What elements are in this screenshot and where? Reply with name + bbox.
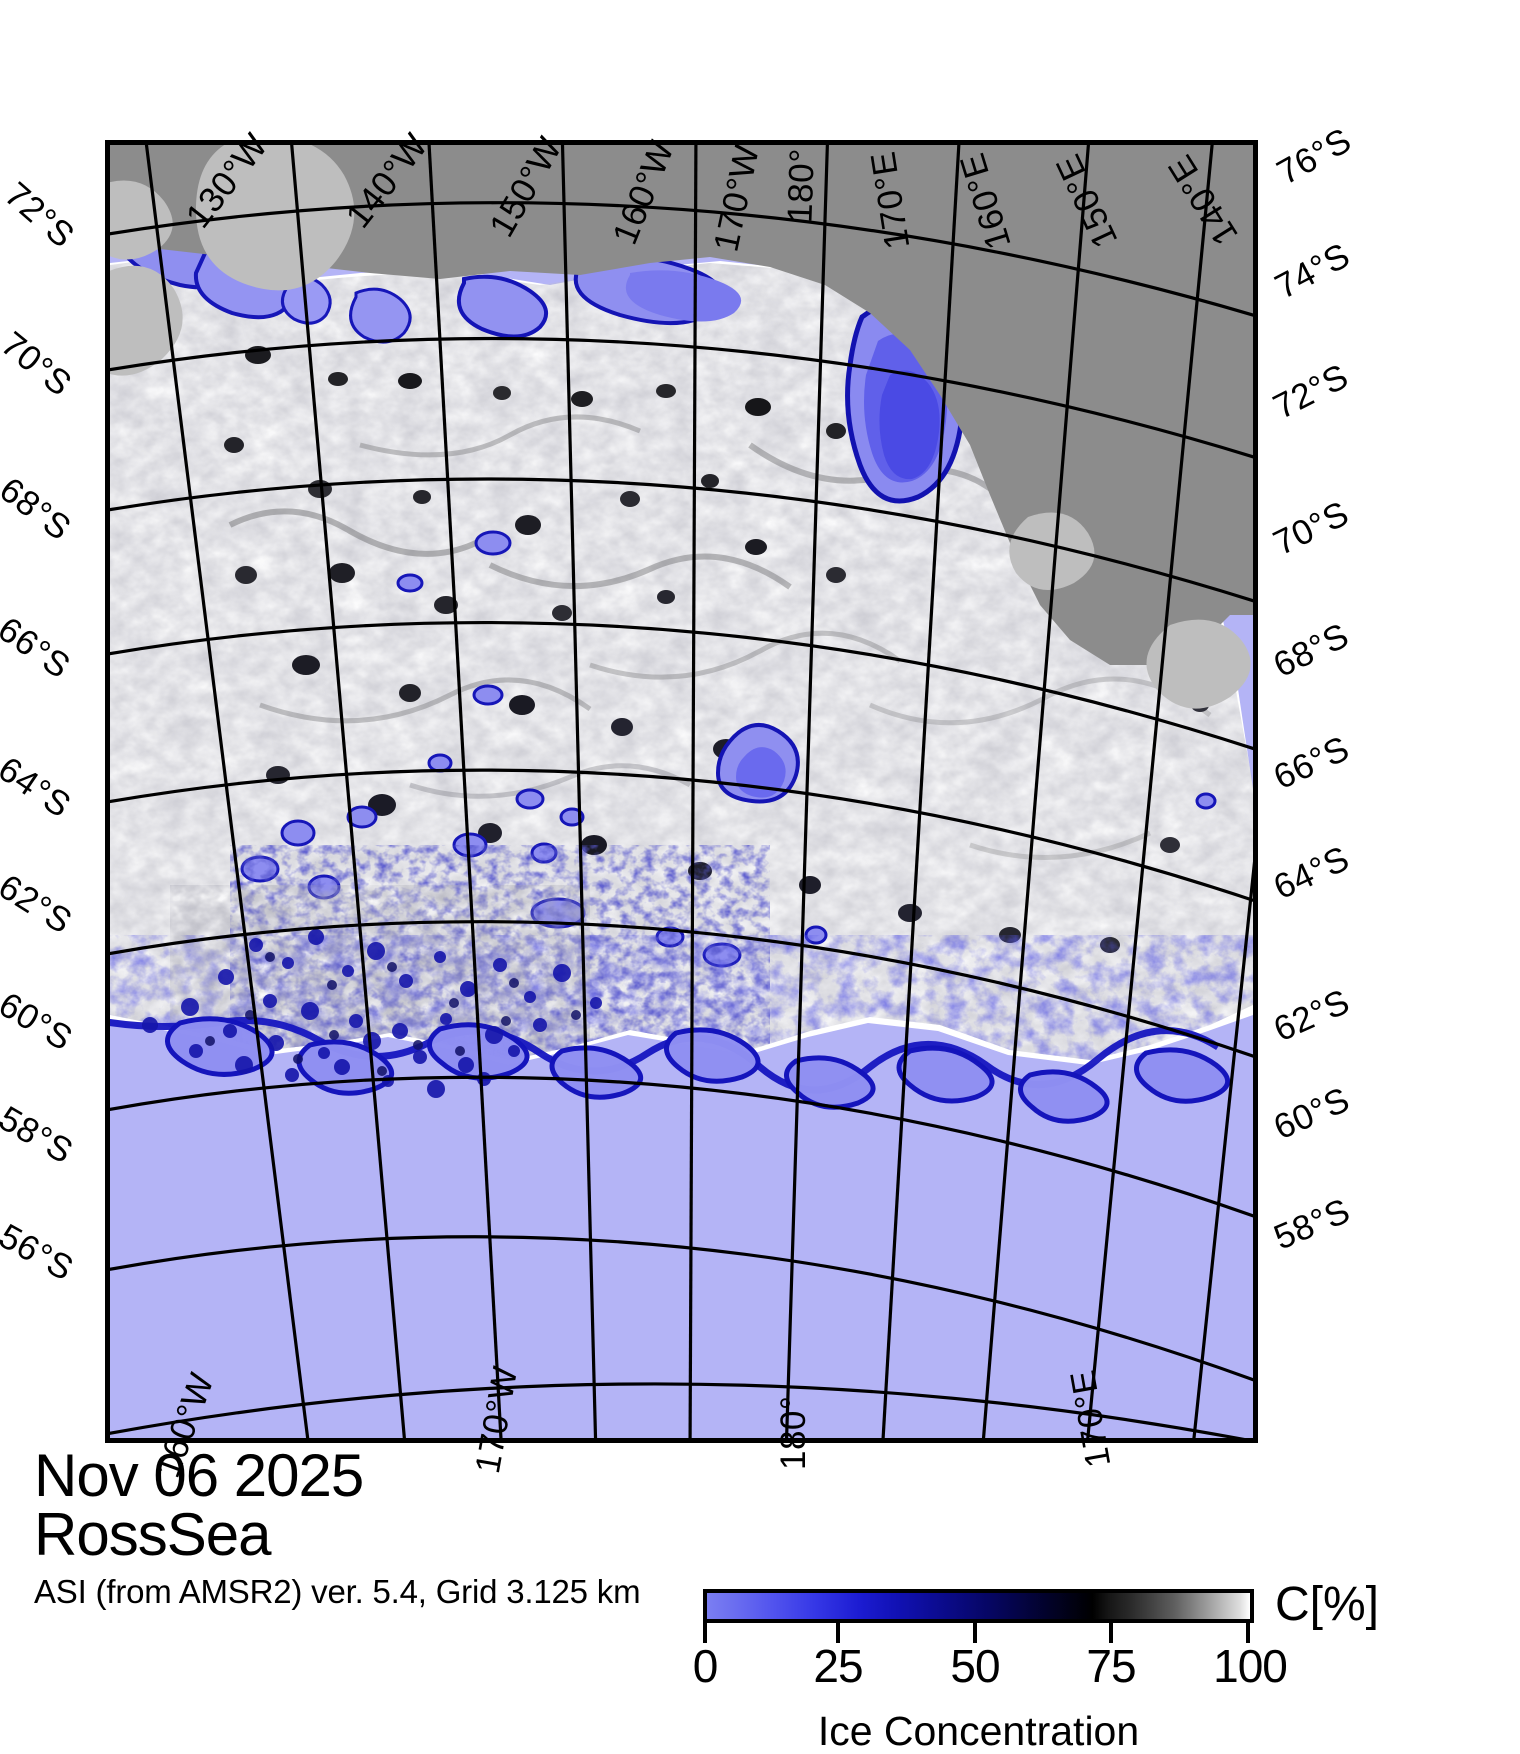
colorbar-legend[interactable]: 0 25 50 75 100 Ice Concentration C[%] [693, 1581, 1379, 1752]
lat-label-right-1: 74°S [1268, 235, 1357, 307]
lat-label-left-1: 70°S [0, 324, 80, 404]
colorbar-tick-marks [703, 1623, 1254, 1645]
colorbar-tick-25 [836, 1623, 840, 1643]
miz-floe-swarm [142, 929, 602, 1098]
colorbar-label-100: 100 [1213, 1640, 1288, 1692]
lat-label-right-5: 66°S [1267, 728, 1356, 798]
lat-label-left-3: 66°S [0, 609, 78, 687]
map-date: Nov 06 2025 [34, 1442, 364, 1509]
colorbar-gradient[interactable] [703, 1589, 1254, 1623]
lat-label-right-2: 72°S [1267, 356, 1355, 427]
lat-label-left-4: 64°S [0, 749, 78, 826]
lat-label-left-5: 62°S [0, 866, 79, 942]
lat-label-left-8: 56°S [0, 1216, 80, 1289]
lat-label-left-2: 68°S [0, 469, 79, 549]
antarctica-landmass [110, 145, 1253, 665]
colorbar-label-75: 75 [1086, 1640, 1136, 1692]
colorbar-tick-75 [1109, 1623, 1113, 1643]
lon-label-bottom-2: 180° [774, 1395, 813, 1470]
colorbar-axis-title: Ice Concentration [817, 1708, 1140, 1754]
map-region-name: RossSea [34, 1501, 271, 1568]
colorbar-tick-100 [1246, 1623, 1250, 1643]
colorbar-tick-0 [703, 1623, 707, 1643]
title-block: Nov 06 2025 RossSea ASI (from AMSR2) ver… [34, 1442, 734, 1610]
map-canvas [110, 145, 1253, 1438]
lat-label-left-6: 60°S [0, 984, 80, 1059]
colorbar-label-50: 50 [950, 1640, 1000, 1692]
map-plot-area[interactable] [105, 140, 1258, 1443]
map-layers [110, 145, 1253, 1438]
lat-label-right-7: 62°S [1268, 981, 1356, 1050]
lat-label-right-6: 64°S [1267, 838, 1356, 908]
lat-label-right-4: 68°S [1267, 615, 1355, 686]
graticule [110, 145, 1253, 1438]
lat-label-right-0: 76°S [1270, 120, 1358, 193]
colorbar-label-25: 25 [813, 1640, 863, 1692]
map-source-note: ASI (from AMSR2) ver. 5.4, Grid 3.125 km [34, 1573, 641, 1610]
colorbar-label-0: 0 [692, 1640, 719, 1692]
lat-label-right-9: 58°S [1268, 1190, 1356, 1258]
colorbar-tick-labels: 0 25 50 75 100 [693, 1640, 1288, 1693]
lat-label-right-3: 70°S [1267, 493, 1355, 564]
lat-label-left-7: 58°S [0, 1098, 80, 1172]
colorbar-unit-label: C[%] [1275, 1578, 1380, 1631]
lat-label-left-0: 72°S [0, 174, 82, 256]
lat-label-right-8: 60°S [1268, 1079, 1356, 1148]
lon-label-top-5: 180° [780, 147, 822, 224]
colorbar-tick-50 [973, 1623, 977, 1643]
